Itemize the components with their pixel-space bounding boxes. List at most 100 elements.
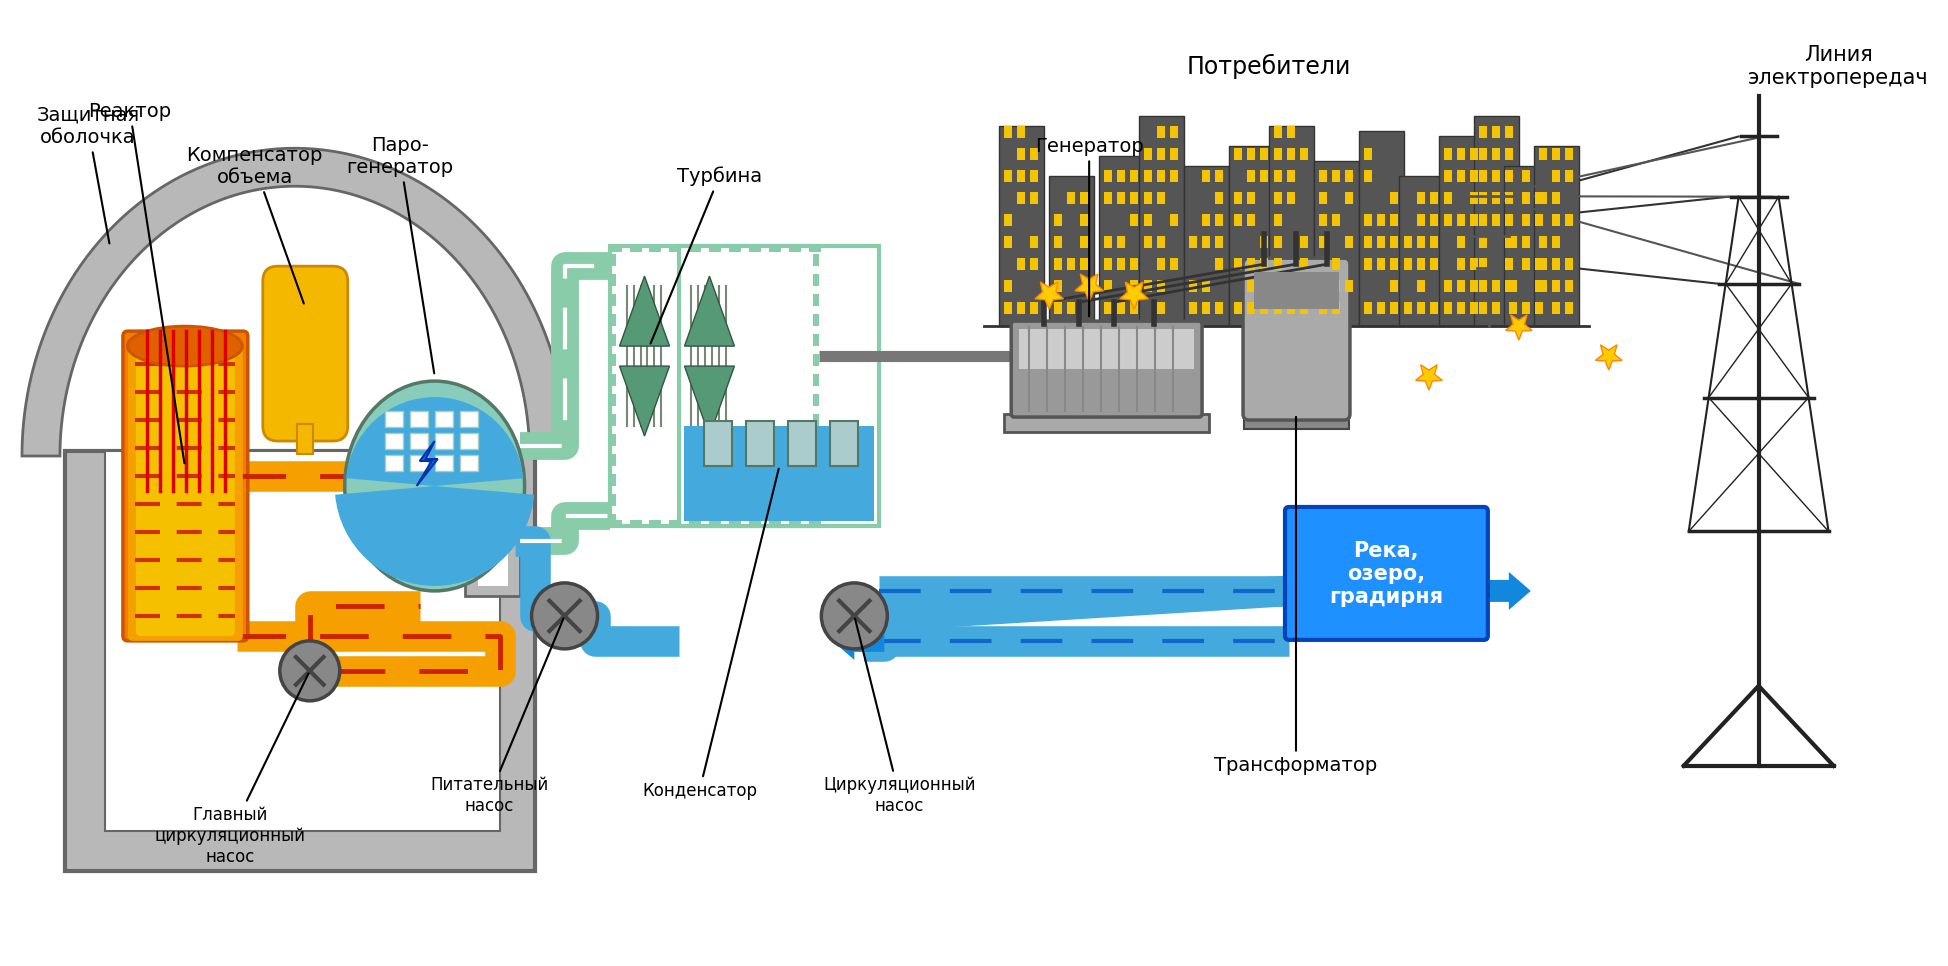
Bar xyxy=(1389,214,1397,226)
Text: Генератор: Генератор xyxy=(1034,137,1143,316)
Bar xyxy=(1539,237,1547,248)
Bar xyxy=(812,514,818,526)
Bar xyxy=(610,355,616,366)
Bar xyxy=(1455,258,1465,270)
Bar xyxy=(1017,127,1025,138)
Bar xyxy=(1030,258,1038,270)
Bar xyxy=(1319,170,1327,183)
Bar xyxy=(1143,170,1151,183)
Bar xyxy=(1286,127,1293,138)
Bar xyxy=(1364,258,1371,270)
Bar xyxy=(1214,192,1223,204)
Bar xyxy=(1416,214,1424,226)
Bar xyxy=(1521,170,1529,183)
Bar xyxy=(434,433,452,449)
Bar xyxy=(1479,192,1486,204)
Bar xyxy=(1003,302,1011,314)
Bar xyxy=(668,246,682,252)
Bar xyxy=(1202,302,1210,314)
Bar xyxy=(1169,148,1177,160)
Bar xyxy=(1551,258,1558,270)
Bar xyxy=(1479,214,1486,226)
Bar xyxy=(460,433,477,449)
Text: Главный
циркуляционный
насос: Главный циркуляционный насос xyxy=(154,673,308,866)
Bar xyxy=(1319,214,1327,226)
Bar xyxy=(1188,280,1196,292)
Bar xyxy=(1533,192,1543,204)
Bar xyxy=(1214,170,1223,183)
Bar xyxy=(690,246,701,252)
Bar xyxy=(812,394,818,406)
Bar xyxy=(1258,170,1268,183)
Bar xyxy=(703,421,732,466)
Bar xyxy=(1274,237,1282,248)
Bar xyxy=(1504,214,1512,226)
Bar xyxy=(1017,192,1025,204)
Bar xyxy=(1330,280,1340,292)
Bar xyxy=(1116,192,1124,204)
Bar xyxy=(1455,214,1465,226)
Bar xyxy=(1017,148,1025,160)
Bar xyxy=(409,455,427,471)
Bar xyxy=(1286,302,1293,314)
Bar xyxy=(808,520,820,526)
Bar xyxy=(610,494,616,506)
Bar xyxy=(812,294,818,306)
Bar xyxy=(1344,192,1352,204)
Bar xyxy=(1054,280,1062,292)
Bar xyxy=(1551,148,1558,160)
Bar xyxy=(610,374,616,386)
Bar xyxy=(610,434,616,446)
Bar xyxy=(1504,280,1512,292)
Bar xyxy=(1030,170,1038,183)
Bar xyxy=(1521,192,1529,204)
Bar xyxy=(1469,192,1477,204)
Bar xyxy=(1243,414,1348,429)
Bar xyxy=(1479,302,1486,314)
Bar xyxy=(1268,127,1313,327)
Bar xyxy=(460,455,477,471)
Bar xyxy=(434,455,452,471)
Polygon shape xyxy=(1075,274,1103,301)
Bar xyxy=(1068,192,1075,204)
Bar xyxy=(1443,214,1451,226)
Text: Трансформатор: Трансформатор xyxy=(1214,417,1377,776)
Polygon shape xyxy=(1504,315,1531,340)
Bar xyxy=(610,334,616,346)
Bar xyxy=(1130,192,1138,204)
FancyBboxPatch shape xyxy=(136,346,234,636)
Bar xyxy=(1443,280,1451,292)
Bar xyxy=(629,520,641,526)
Bar xyxy=(64,451,534,870)
Bar xyxy=(1344,237,1352,248)
Bar xyxy=(1430,214,1438,226)
Bar xyxy=(649,520,660,526)
Bar xyxy=(1143,192,1151,204)
Text: Конденсатор: Конденсатор xyxy=(641,469,779,800)
Bar xyxy=(1054,214,1062,226)
Bar xyxy=(1490,170,1500,183)
Bar xyxy=(1539,280,1547,292)
Bar xyxy=(1508,280,1516,292)
Bar xyxy=(1430,237,1438,248)
Bar xyxy=(1364,170,1371,183)
Bar xyxy=(1274,302,1282,314)
Bar xyxy=(1286,148,1293,160)
Bar xyxy=(1003,214,1011,226)
Bar xyxy=(1469,170,1477,183)
Ellipse shape xyxy=(127,327,242,366)
Bar xyxy=(1157,127,1165,138)
Bar xyxy=(1003,280,1011,292)
Bar xyxy=(1143,237,1151,248)
Bar xyxy=(1455,148,1465,160)
Bar xyxy=(1299,148,1307,160)
Bar xyxy=(1521,237,1529,248)
Bar xyxy=(1247,214,1255,226)
FancyArrow shape xyxy=(1479,572,1529,610)
Bar xyxy=(709,520,721,526)
Bar xyxy=(1048,176,1093,327)
Polygon shape xyxy=(684,366,734,436)
Bar xyxy=(1202,280,1210,292)
Bar xyxy=(1054,258,1062,270)
Bar xyxy=(1130,170,1138,183)
